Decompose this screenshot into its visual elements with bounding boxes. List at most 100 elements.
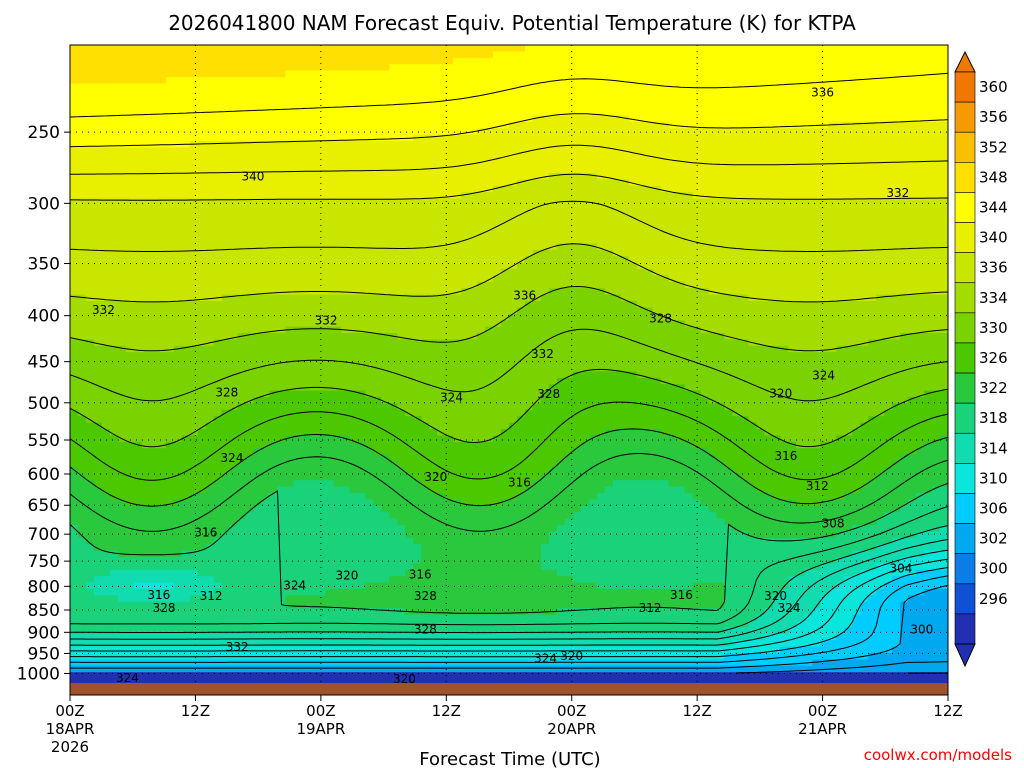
heat-cell xyxy=(820,217,829,225)
heat-cell xyxy=(668,96,678,104)
heat-cell xyxy=(876,217,885,225)
heat-cell xyxy=(309,134,319,142)
heat-cell xyxy=(349,230,358,238)
heat-cell xyxy=(860,185,869,193)
heat-cell xyxy=(157,153,167,161)
heat-cell xyxy=(197,192,207,200)
heat-cell xyxy=(261,128,271,136)
heat-cell xyxy=(748,313,758,321)
heat-cell xyxy=(357,294,366,302)
heat-cell xyxy=(548,115,558,123)
heat-cell xyxy=(780,51,789,59)
heat-cell xyxy=(780,89,789,97)
heat-cell xyxy=(157,217,167,225)
heat-cell xyxy=(588,147,598,155)
heat-cell xyxy=(900,173,909,180)
heat-cell xyxy=(828,288,837,296)
heat-cell xyxy=(421,57,430,65)
heat-cell xyxy=(916,141,925,148)
heat-cell xyxy=(572,109,582,116)
heat-cell xyxy=(397,179,406,187)
heat-cell xyxy=(916,217,925,225)
heat-cell xyxy=(509,230,518,238)
heat-cell xyxy=(101,102,111,110)
heat-cell xyxy=(165,147,175,155)
heat-cell xyxy=(117,51,127,59)
heat-cell xyxy=(149,115,159,123)
heat-cell xyxy=(221,262,231,270)
heat-cell xyxy=(309,160,319,168)
heat-cell xyxy=(876,313,885,321)
heat-cell xyxy=(309,166,319,174)
heat-cell xyxy=(868,275,877,283)
heat-cell xyxy=(229,237,239,244)
heat-cell xyxy=(93,64,103,72)
heat-cell xyxy=(373,57,382,65)
heat-cell xyxy=(636,249,646,257)
heat-cell xyxy=(461,102,470,110)
heat-cell xyxy=(924,45,933,52)
heat-cell xyxy=(229,320,239,328)
heat-cell xyxy=(876,237,885,244)
heat-cell xyxy=(453,288,462,296)
heat-cell xyxy=(892,262,901,270)
heat-cell xyxy=(868,326,877,334)
heat-cell xyxy=(197,294,207,302)
heat-cell xyxy=(764,205,773,212)
heat-cell xyxy=(325,179,334,187)
heat-cell xyxy=(636,205,646,212)
heat-cell xyxy=(493,269,502,276)
heat-cell xyxy=(908,205,917,212)
heat-cell xyxy=(509,275,518,283)
heat-cell xyxy=(213,166,223,174)
heat-cell xyxy=(229,51,239,59)
heat-cell xyxy=(684,301,694,308)
heat-cell xyxy=(397,249,406,257)
heat-cell xyxy=(764,57,773,65)
heat-cell xyxy=(588,198,598,206)
heat-cell xyxy=(652,262,662,270)
heat-cell xyxy=(684,141,694,148)
heat-cell xyxy=(189,185,199,193)
heat-cell xyxy=(596,307,606,315)
heat-cell xyxy=(493,128,502,136)
heat-cell xyxy=(141,185,151,193)
heat-cell xyxy=(181,211,191,219)
heat-cell xyxy=(205,83,215,91)
heat-cell xyxy=(317,166,327,174)
heat-cell xyxy=(596,109,606,116)
heat-cell xyxy=(788,192,797,200)
heat-cell xyxy=(740,262,750,270)
heat-cell xyxy=(724,288,734,296)
heat-cell xyxy=(173,237,183,244)
heat-cell xyxy=(317,333,327,340)
heat-cell xyxy=(756,275,766,283)
heat-cell xyxy=(213,230,223,238)
heat-cell xyxy=(269,153,279,161)
heat-cell xyxy=(572,211,582,219)
heat-cell xyxy=(413,288,422,296)
heat-cell xyxy=(101,262,111,270)
heat-cell xyxy=(381,89,390,97)
heat-cell xyxy=(548,83,558,91)
heat-cell xyxy=(397,121,406,129)
heat-cell xyxy=(836,237,845,244)
heat-cell xyxy=(325,301,334,308)
heat-cell xyxy=(628,230,638,238)
heat-cell xyxy=(788,198,797,206)
heat-cell xyxy=(469,198,478,206)
heat-cell xyxy=(812,313,821,321)
heat-cell xyxy=(413,269,422,276)
heat-cell xyxy=(804,153,813,161)
heat-cell xyxy=(540,294,550,302)
heat-cell xyxy=(493,243,502,251)
heat-cell xyxy=(540,77,550,84)
heat-cell xyxy=(788,83,797,91)
heat-cell xyxy=(485,288,494,296)
heat-cell xyxy=(397,153,406,161)
heat-cell xyxy=(309,57,319,65)
heat-cell xyxy=(109,51,119,59)
heat-cell xyxy=(101,294,111,302)
heat-cell xyxy=(221,281,231,289)
heat-cell xyxy=(493,275,502,283)
